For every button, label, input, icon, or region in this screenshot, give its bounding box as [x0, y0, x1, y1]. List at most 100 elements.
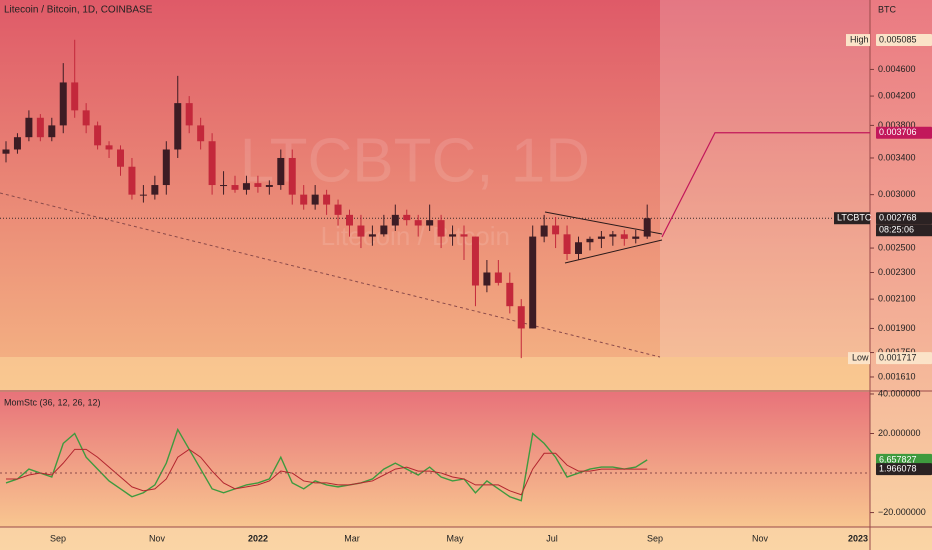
- candle-body: [151, 185, 159, 195]
- candle-body: [197, 125, 205, 142]
- y-tick-label: 0.001900: [878, 323, 916, 333]
- y-tick-label: 0.001610: [878, 371, 916, 381]
- y-tick-label: 0.004600: [878, 64, 916, 74]
- y-tick-label: 0.001750: [878, 347, 916, 357]
- y-tick-label: −20.000000: [878, 507, 926, 517]
- candle-body: [174, 103, 182, 150]
- candle-body: [391, 214, 399, 226]
- candle-body: [632, 236, 640, 239]
- candle-body: [254, 183, 262, 187]
- signal-value-box: [876, 463, 932, 476]
- symbol-label: LTCBTC: [837, 213, 872, 223]
- candle-body: [368, 234, 376, 237]
- x-tick-label: 2023: [848, 533, 868, 543]
- candle-body: [563, 234, 571, 254]
- low-label: Low: [852, 353, 869, 363]
- high-value: 0.005085: [879, 34, 917, 44]
- candle-body: [13, 137, 21, 150]
- candle-body: [471, 236, 479, 286]
- y-tick-label: 0.003800: [878, 120, 916, 130]
- candle-body: [311, 194, 319, 205]
- candle-body: [437, 220, 445, 237]
- low-value: 0.001717: [879, 353, 917, 363]
- candle-body: [380, 225, 388, 235]
- triangle-lower: [564, 239, 663, 264]
- candle-body: [288, 157, 296, 195]
- indicator-value-box: [876, 453, 932, 466]
- low-label-box: [848, 352, 870, 365]
- candle-body: [643, 218, 651, 237]
- indicator-title: MomStc (36, 12, 26, 12): [4, 397, 101, 407]
- candle-body: [94, 125, 102, 146]
- candle-body: [334, 204, 342, 215]
- y-tick-label: 0.002300: [878, 267, 916, 277]
- candle-body: [105, 145, 113, 150]
- candle-body: [185, 103, 193, 126]
- candle-body: [414, 220, 422, 226]
- candle-body: [208, 141, 216, 186]
- candle-body: [586, 238, 594, 243]
- candle-body: [36, 117, 44, 138]
- high-label: High: [850, 34, 869, 44]
- indicator-value: 6.657827: [879, 454, 917, 464]
- low-value-box: [876, 352, 932, 365]
- candle-body: [517, 306, 525, 329]
- last-value: 0.002768: [879, 213, 917, 223]
- candle-body: [300, 194, 308, 205]
- candle-body: [540, 225, 548, 237]
- candle-body: [117, 149, 124, 167]
- candle-body: [277, 157, 285, 186]
- candle-body: [346, 214, 353, 226]
- y-tick-label: 20.000000: [878, 428, 921, 438]
- candle-body: [128, 166, 136, 195]
- x-tick-label: Sep: [647, 533, 663, 543]
- candle-body: [575, 242, 582, 254]
- x-tick-label: May: [446, 533, 464, 543]
- candle-body: [552, 225, 560, 235]
- low-zone: [0, 357, 870, 390]
- candle-body: [609, 234, 617, 237]
- x-tick-label: 2022: [248, 533, 268, 543]
- trend-line: [0, 192, 661, 358]
- last-value-box: [876, 212, 932, 225]
- candle-body: [449, 234, 457, 237]
- x-tick-label: Mar: [344, 533, 360, 543]
- indicator-line: [6, 448, 648, 496]
- y-tick-label: 0.003000: [878, 189, 916, 199]
- candle-body: [506, 282, 514, 307]
- candle-body: [529, 236, 537, 329]
- candle-body: [139, 194, 147, 196]
- candle-body: [82, 110, 90, 126]
- candle-body: [162, 149, 170, 186]
- y-tick-label: 0.003400: [878, 152, 916, 162]
- candle-body: [597, 236, 605, 239]
- candle-body: [220, 185, 228, 187]
- candle-body: [620, 234, 628, 239]
- y-unit: BTC: [878, 4, 897, 14]
- x-tick-label: Jul: [546, 533, 558, 543]
- x-tick-label: Nov: [149, 533, 166, 543]
- y-tick-label: 0.004200: [878, 90, 916, 100]
- x-tick-label: Sep: [50, 533, 66, 543]
- candle-body: [25, 117, 33, 138]
- signal-value: 1.966078: [879, 464, 917, 474]
- candle-body: [323, 194, 331, 205]
- indicator-line: [5, 427, 648, 502]
- high-value-box: [876, 34, 932, 47]
- countdown-box: [876, 224, 932, 237]
- candle-body: [460, 234, 468, 237]
- candle-body: [2, 149, 10, 154]
- y-tick-label: 40.000000: [878, 388, 921, 398]
- indicator-pane: [0, 392, 870, 527]
- target-value: 0.003706: [879, 127, 917, 137]
- candle-body: [426, 220, 434, 226]
- symbol-label-box: [834, 212, 870, 225]
- y-tick-label: 0.002100: [878, 294, 916, 304]
- candle-body: [59, 82, 67, 126]
- target-projection: [661, 132, 870, 238]
- x-tick-label: Nov: [752, 533, 769, 543]
- candle-body: [231, 185, 239, 190]
- high-label-box: [846, 34, 870, 47]
- candle-body: [357, 225, 365, 237]
- candle-body: [265, 185, 273, 187]
